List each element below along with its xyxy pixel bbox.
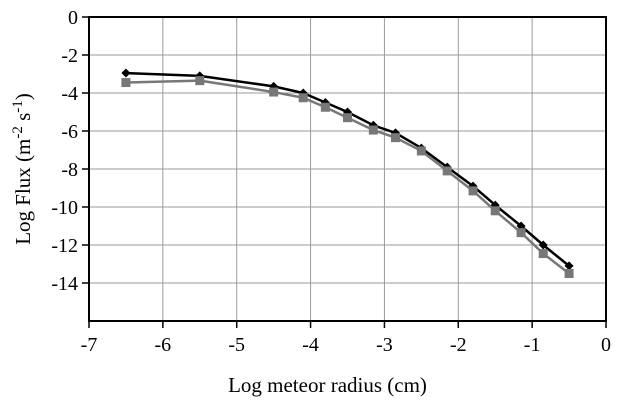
x-tick-label: 0 bbox=[601, 334, 611, 356]
data-point bbox=[121, 78, 131, 88]
data-point bbox=[320, 102, 330, 112]
data-point bbox=[564, 261, 574, 271]
series-group bbox=[121, 68, 574, 278]
data-point bbox=[490, 206, 500, 216]
y-tick-label: 0 bbox=[68, 7, 78, 29]
x-tick-label: -7 bbox=[81, 334, 98, 356]
x-axis-label: Log meteor radius (cm) bbox=[228, 373, 427, 397]
data-point bbox=[416, 146, 426, 156]
y-tick-label: -6 bbox=[61, 121, 78, 143]
x-tick-label: -6 bbox=[155, 334, 172, 356]
data-point bbox=[468, 186, 478, 196]
data-point bbox=[195, 76, 205, 86]
y-tick-label: -10 bbox=[51, 197, 78, 219]
axis-ticks: -7 -6 -5 -4 -3 -2 -1 00-2-4-6-8-10-12-14 bbox=[51, 7, 611, 356]
grid bbox=[88, 16, 607, 321]
data-point bbox=[343, 113, 352, 123]
y-tick-label: -8 bbox=[61, 159, 78, 181]
series-2 bbox=[121, 76, 574, 278]
data-point bbox=[516, 228, 526, 238]
x-tick-label: -4 bbox=[302, 334, 319, 356]
y-axis-label-exponent-1: -2 bbox=[10, 126, 26, 139]
y-axis-label-mid: s bbox=[11, 113, 35, 126]
data-point bbox=[121, 68, 131, 78]
y-axis-label: Log Flux (m-2 s-1) bbox=[10, 93, 35, 245]
y-tick-label: -4 bbox=[61, 83, 78, 105]
x-tick-label: -2 bbox=[450, 334, 467, 356]
x-tick-label: -1 bbox=[524, 334, 541, 356]
y-axis-label-exponent-2: -1 bbox=[10, 100, 26, 113]
data-point bbox=[391, 133, 401, 143]
data-point bbox=[564, 269, 574, 278]
x-tick-label: -5 bbox=[228, 334, 245, 356]
x-tick-label: -3 bbox=[376, 334, 393, 356]
data-point bbox=[442, 166, 452, 176]
y-tick-label: -12 bbox=[51, 235, 78, 257]
data-point bbox=[368, 125, 378, 135]
data-point bbox=[538, 240, 548, 250]
data-point bbox=[298, 93, 308, 103]
y-tick-label: -14 bbox=[51, 273, 78, 295]
y-axis-label-end: ) bbox=[11, 93, 35, 100]
data-point bbox=[269, 87, 279, 97]
data-point bbox=[538, 249, 548, 259]
y-axis-label-main: Log Flux (m bbox=[11, 139, 35, 245]
y-tick-label: -2 bbox=[61, 45, 78, 67]
